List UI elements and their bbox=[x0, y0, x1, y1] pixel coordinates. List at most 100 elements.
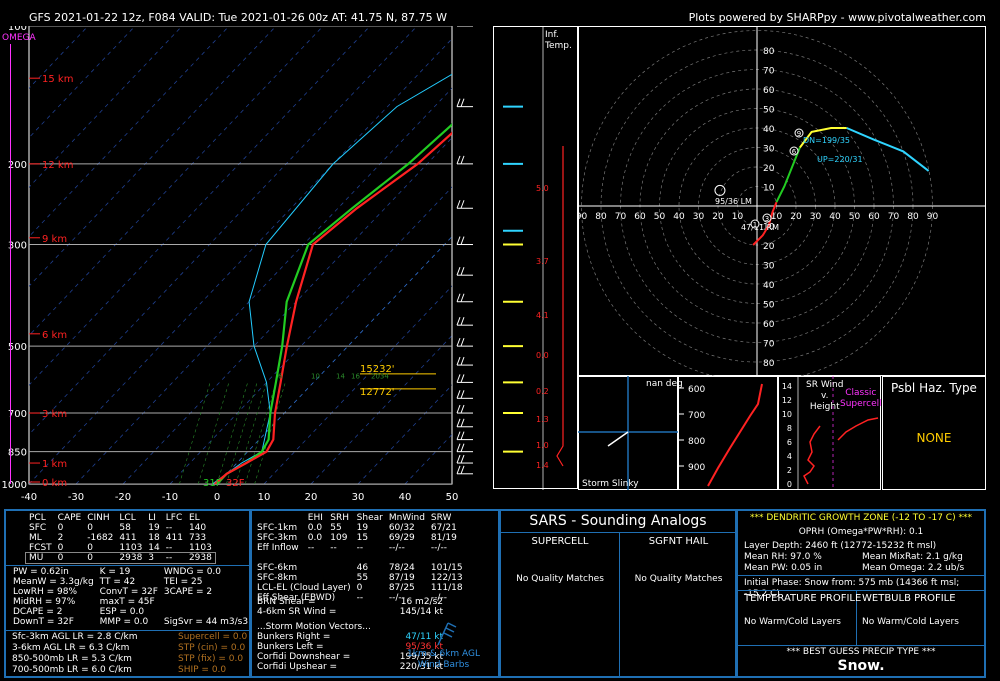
hodo-x-tick: 20 bbox=[712, 212, 724, 222]
wind-barb-flag bbox=[456, 454, 461, 464]
wind-barb-flag bbox=[456, 337, 461, 347]
temp-tick: -10 bbox=[162, 492, 178, 503]
psbl-value: NONE bbox=[916, 431, 952, 445]
isotherm bbox=[75, 87, 452, 484]
isotherm bbox=[357, 384, 452, 484]
sr-tick-label: 4 bbox=[787, 452, 792, 461]
isotherm bbox=[29, 26, 324, 337]
inferred-temp-tick: 0.2 bbox=[536, 387, 549, 396]
wind-barb-flag bbox=[460, 200, 465, 209]
thermo-panel: PCL CAPE CINH LCL LI LFC EL SFC 0 0 58 19 -- 140 ML 2… bbox=[4, 509, 251, 678]
hodo-x-tick: 40 bbox=[829, 212, 841, 222]
index-table: PW = 0.62in K = 19 WNDG = 0.0 MeanW = 3.3g… bbox=[13, 567, 249, 627]
wind-barb-flag bbox=[456, 236, 461, 245]
storm-motion-table: Bunkers Right = 47/11 kt Bunkers Left = 95… bbox=[257, 632, 443, 672]
wind-barb-flag bbox=[460, 374, 465, 383]
wind-barb-flag bbox=[460, 293, 465, 302]
psbl-title: Psbl Haz. Type bbox=[891, 381, 977, 395]
dgz-depth: Layer Depth: 2460 ft (12772-15232 ft msl… bbox=[744, 541, 937, 551]
storm-slinky-panel bbox=[578, 376, 678, 490]
hodo-lm-label: 95/36 LM bbox=[715, 197, 752, 206]
sars-nomatch-1: No Quality Matches bbox=[516, 574, 604, 584]
wind-barb-flag bbox=[460, 404, 465, 414]
skewt-temperature-line bbox=[213, 131, 452, 484]
hodo-km-label: 6 bbox=[792, 148, 797, 156]
skewt-frame bbox=[28, 26, 453, 485]
hodo-ring-label: 70 bbox=[763, 340, 775, 350]
hodo-ring-label: 10 bbox=[763, 223, 775, 233]
sars-nomatch-2: No Quality Matches bbox=[634, 574, 723, 584]
isotherm bbox=[310, 334, 452, 484]
hodo-x-tick: 50 bbox=[849, 212, 861, 222]
hodo-x-tick: 30 bbox=[693, 212, 705, 222]
hodo-x-tick: 20 bbox=[790, 212, 802, 222]
hodo-ring-label: 60 bbox=[763, 320, 775, 330]
pressure-label: 1000 bbox=[2, 480, 27, 491]
hodo-3-6km-line bbox=[775, 147, 801, 203]
hodo-x-tick: 60 bbox=[634, 212, 646, 222]
temp-profile-value: No Warm/Cold Layers bbox=[744, 617, 841, 627]
sfc-temp-label: 31F bbox=[203, 478, 222, 489]
slinky-title: nan deg bbox=[646, 379, 683, 389]
hodo-km-marker bbox=[794, 128, 804, 138]
inferred-temp-tick: 3.7 bbox=[536, 257, 549, 266]
hodo-km-label: 1 bbox=[753, 221, 757, 229]
dgz-omega: Mean Omega: 2.2 ub/s bbox=[862, 563, 965, 573]
wind-barb-flag bbox=[456, 155, 461, 165]
hodo-6-9km-line bbox=[799, 127, 847, 149]
isotherm bbox=[29, 26, 418, 436]
wind-barb-flag bbox=[456, 443, 461, 452]
wind-barb-flag bbox=[460, 465, 465, 474]
dgz-meanrh: Mean RH: 97.0 % bbox=[744, 552, 822, 562]
wind-barb-flag bbox=[460, 155, 465, 165]
temp-tick: 30 bbox=[352, 492, 365, 503]
hodo-ring-label: 30 bbox=[763, 262, 775, 272]
temp-tick: 50 bbox=[446, 492, 459, 503]
wind-barb-label: 1km & 6km AGL Wind Barbs bbox=[407, 649, 480, 670]
mixing-ratio-label: 14 bbox=[336, 372, 345, 380]
slinky-label: Storm Slinky bbox=[582, 479, 639, 489]
hodo-ring-label: 20 bbox=[763, 164, 775, 174]
temp-tick: 40 bbox=[399, 492, 412, 503]
sr-tick-label: 6 bbox=[787, 438, 792, 447]
kinematic-table: EHI SRH Shear MnWind SRW SFC-1km 0.0 55 19 60/32… bbox=[257, 513, 463, 603]
mixing-ratio-label: 6 bbox=[278, 372, 283, 380]
header-right: Plots powered by SHARPpy - www.pivotalwe… bbox=[688, 11, 986, 24]
sars-title: SARS - Sounding Analogs bbox=[529, 513, 707, 529]
height-label: 9 km bbox=[42, 234, 67, 245]
temp-tick: 20 bbox=[305, 492, 318, 503]
wb-profile-value: No Warm/Cold Layers bbox=[862, 617, 959, 627]
wind-barb-flag bbox=[456, 465, 461, 474]
hodo-x-tick: 80 bbox=[907, 212, 919, 222]
inferred-temp-tick: 4.1 bbox=[536, 311, 549, 320]
inferred-temp-line bbox=[556, 146, 564, 467]
hodo-x-tick: 90 bbox=[578, 212, 587, 222]
isotherm bbox=[29, 38, 452, 484]
wind-barb-flag bbox=[460, 390, 465, 399]
height-label: 15 km bbox=[42, 74, 73, 85]
omega-axis bbox=[10, 44, 11, 484]
hodo-x-tick: 90 bbox=[927, 212, 939, 222]
height-label: 3 km bbox=[42, 409, 67, 420]
temp-tick: 0 bbox=[214, 492, 220, 503]
pressure-label: 300 bbox=[8, 241, 27, 252]
hodo-ring-label: 20 bbox=[763, 242, 775, 252]
dgz-meanpw: Mean PW: 0.05 in bbox=[744, 563, 823, 573]
isotherm bbox=[216, 236, 452, 484]
wind-barb-flag bbox=[460, 316, 465, 326]
wind-barb-flag bbox=[460, 356, 465, 366]
mixing-ratio-label: 16 bbox=[351, 372, 360, 380]
wind-barb-icon bbox=[437, 622, 457, 646]
wind-barb-flag bbox=[456, 200, 461, 209]
storm-motion-title: ...Storm Motion Vectors... bbox=[257, 622, 371, 632]
omega-label: OMEGA bbox=[2, 33, 36, 43]
isotherm bbox=[169, 186, 452, 484]
wb-profile-title: WETBULB PROFILE bbox=[862, 593, 956, 604]
pressure-label: 200 bbox=[8, 160, 27, 171]
header-left: GFS 2021-01-22 12z, F084 VALID: Tue 2021… bbox=[29, 11, 447, 24]
wind-barb-flag bbox=[460, 337, 465, 347]
wind-barb-flag bbox=[456, 267, 461, 276]
height-label: 1 km bbox=[42, 459, 67, 470]
